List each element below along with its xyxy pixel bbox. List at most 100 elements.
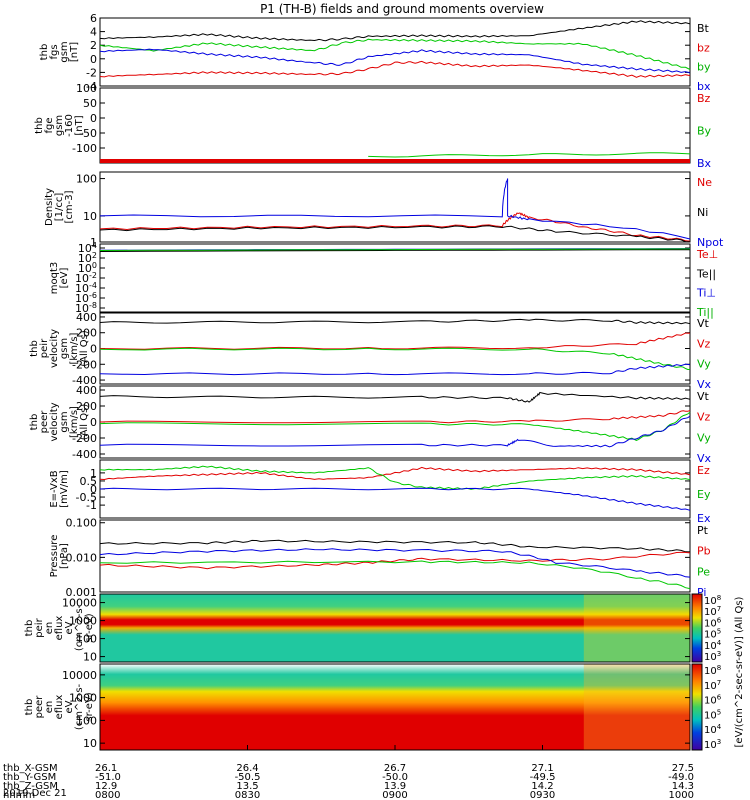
series-line-bx (99, 48, 691, 74)
heatmap-fade (583, 594, 690, 662)
y-axis-label-line: (All Qs) (79, 404, 90, 441)
y-axis-label-line: thb (24, 620, 35, 637)
x-axis-row-label: thb_Y-GSM (3, 772, 56, 783)
y-axis-label-line: sr-eV) (84, 692, 95, 721)
y-tick-exponent: 0 (92, 261, 97, 270)
legend-label-Bt: Bt (697, 22, 710, 35)
y-axis-label-line: peer (34, 695, 45, 719)
panel-p2: 100 50 0 -50 -100 thb fge gsm -160 [nT] Bz By Bx (34, 82, 712, 170)
legend-label-Ti||: Ti|| (696, 306, 714, 319)
legend-label-Vz: Vz (697, 411, 711, 424)
y-tick-label: 0.100 (66, 517, 98, 530)
y-axis-label-line: gsm (59, 338, 70, 359)
y-axis-label-line: [nT] (74, 115, 85, 135)
panel-frame-p8 (99, 519, 691, 593)
colorbar-tick-exponent: 8 (717, 664, 721, 672)
legend-label-Ni: Ni (697, 206, 708, 219)
y-axis-label-line: fge (44, 117, 55, 133)
y-axis-label-line: fgs (49, 44, 60, 59)
legend-label-Vy: Vy (697, 431, 711, 444)
series-line-Vz (99, 410, 691, 424)
y-tick-label: 4 (90, 26, 97, 39)
heatmap-p9 (100, 594, 690, 662)
plot-title: P1 (TH-B) fields and ground moments over… (260, 2, 544, 16)
y-tick-label: 200 (76, 400, 97, 413)
series-line-Vx (99, 363, 691, 376)
x-tick-label: 27.1 (531, 763, 553, 774)
y-tick-exponent: -2 (89, 271, 97, 280)
y-tick-label: 10 (83, 210, 97, 223)
panel-p5: 400 200 0 -200 -400 thb peir velocity gsm [km/s](… (29, 311, 712, 391)
y-axis-label-line: sr-eV) (84, 613, 95, 642)
y-axis-label-line: gsm (59, 411, 70, 432)
y-tick-label: 50 (83, 97, 97, 110)
colorbar-label: [eV/(cm^2-sec-sr-eV)] (All Qs) (734, 596, 745, 747)
y-tick-exponent: 2 (92, 251, 97, 260)
x-tick-label: 14.3 (672, 781, 694, 792)
y-tick-label: 10 (83, 737, 97, 750)
colorbar-lower (691, 663, 703, 751)
legend-label-Ne: Ne (697, 176, 712, 189)
y-axis-label-line: thb (39, 44, 50, 61)
y-axis-label-line: Density (44, 188, 55, 226)
y-axis-label-line: moqt3 (49, 262, 60, 295)
colorbar-tick-exponent: 5 (717, 708, 721, 716)
y-axis-label-line: thb (29, 414, 40, 431)
series-line-Ex (99, 487, 691, 511)
y-tick-label: -200 (72, 432, 97, 445)
legend-label-Vx: Vx (697, 452, 712, 465)
y-axis-label-line: [nT] (69, 42, 80, 62)
y-tick-label: 6 (90, 12, 97, 25)
colorbar-tick-exponent: 4 (717, 639, 722, 647)
legend-label-Pi: Pi (697, 586, 706, 599)
series-line-Pt (99, 539, 691, 553)
series-line-by (99, 38, 691, 70)
series-line-Ez (99, 466, 691, 481)
y-tick-label: -2 (86, 66, 97, 79)
series-line-Vz (99, 332, 691, 350)
y-tick-label: -50 (79, 127, 97, 140)
y-axis-label-line: [mV/m] (59, 470, 70, 508)
series-line-bz (99, 60, 691, 78)
y-axis-label-line: thb (24, 699, 35, 716)
y-tick-label: 100 (76, 633, 97, 646)
legend-label-bx: bx (697, 80, 711, 93)
panel-frame-p3 (99, 171, 691, 243)
x-axis-date: 2019 Dec 21 (3, 788, 67, 799)
y-tick-label: 400 (76, 384, 97, 397)
series-line-By (368, 152, 691, 158)
panel-p9: 10000 1000 100 10 thb peir en eflux eV (cm^2-s-sr… (24, 593, 691, 664)
legend-label-Te||: Te|| (696, 267, 716, 280)
y-axis-label-line: (All Qs) (79, 330, 90, 367)
series-line-Ni (99, 225, 691, 243)
y-axis-label-line: [eV] (59, 268, 70, 289)
legend-label-Ez: Ez (697, 464, 710, 477)
series-line-Pb (99, 551, 691, 570)
y-axis-label-line: peer (39, 410, 50, 434)
series-line-Te|| (99, 249, 691, 252)
series-line-Vx (99, 415, 691, 448)
y-tick-exponent: 4 (92, 241, 97, 250)
colorbar-tick-exponent: 7 (717, 679, 721, 687)
y-tick-label: 0 (90, 483, 97, 496)
y-tick-label: -1 (86, 499, 97, 512)
x-tick-label: -49.0 (668, 772, 694, 783)
series-line-Bz (100, 159, 690, 163)
y-tick-label: 200 (76, 327, 97, 340)
legend-label-By: By (697, 125, 712, 138)
y-tick-label: 0 (90, 343, 97, 356)
series-line-Pe (99, 560, 691, 590)
y-tick-label: 0.5 (80, 475, 98, 488)
legend-label-by: by (697, 61, 711, 74)
legend-label-Pe: Pe (697, 565, 710, 578)
colorbar-upper (691, 593, 703, 663)
heatmap-fade (583, 664, 690, 750)
y-tick-label: 100 (76, 173, 97, 186)
x-tick-label: -49.5 (530, 772, 556, 783)
legend-label-Ti⊥: Ti⊥ (696, 287, 716, 300)
y-axis-label-line: eV (64, 700, 75, 713)
panel-p8: 0.100 0.010 0.001 Pressure [nPa] Pt Pb Pe Pi (49, 517, 711, 599)
